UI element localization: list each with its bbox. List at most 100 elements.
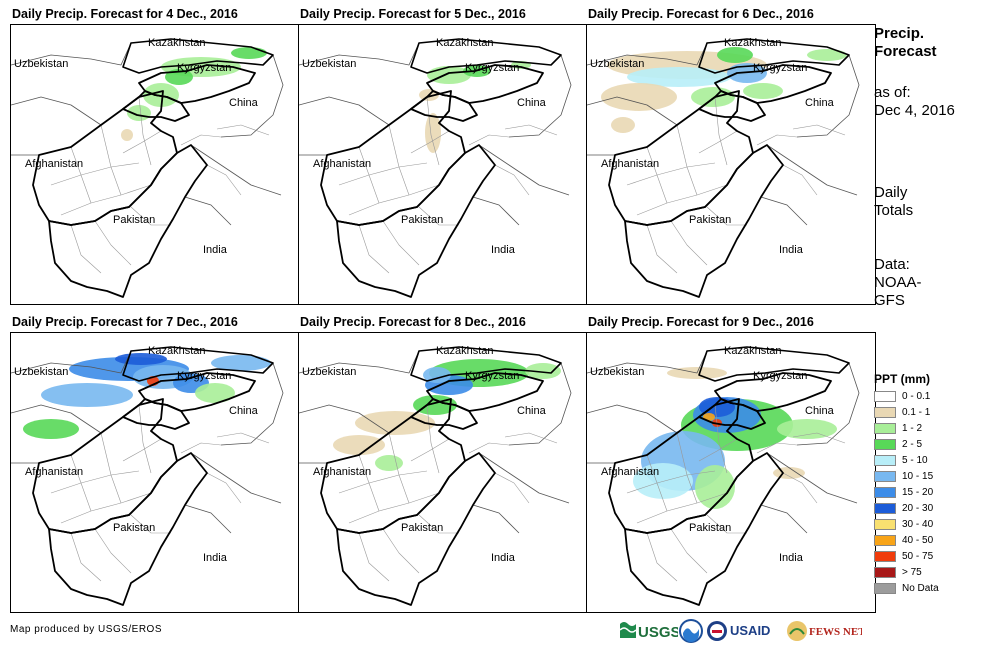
- admin-boundary: [670, 528, 708, 574]
- country-outline-tajikistan: [122, 398, 190, 430]
- admin-boundary: [626, 162, 716, 186]
- legend-label: 20 - 30: [902, 503, 934, 514]
- precip-area: [525, 363, 561, 379]
- map-label-kyrgyzstan: Kyrgyzstan: [177, 370, 232, 382]
- map-label-china: China: [517, 97, 546, 109]
- country-border: [190, 144, 282, 196]
- country-outline-kazakhstan: [698, 346, 850, 382]
- admin-boundary: [138, 404, 152, 474]
- country-outline-pakistan: [336, 452, 496, 606]
- legend-label: 15 - 20: [902, 487, 934, 498]
- admin-boundary: [358, 454, 380, 512]
- legend-item: 30 - 40: [874, 518, 974, 532]
- admin-boundary: [50, 470, 140, 494]
- country-border: [11, 350, 132, 374]
- country-outline-tajikistan: [122, 90, 190, 122]
- country-border: [184, 504, 232, 534]
- forecast-panel-dec9: Daily Precip. Forecast for 9 Dec., 2016 …: [586, 315, 876, 613]
- legend-item: 15 - 20: [874, 486, 974, 500]
- admin-boundary: [676, 124, 698, 196]
- legend-label: 10 - 15: [902, 471, 934, 482]
- admin-boundary: [504, 124, 558, 136]
- precip-map: Kazakhstan Uzbekistan Kyrgyzstan China Afgha…: [10, 332, 300, 613]
- admin-boundary: [626, 470, 716, 494]
- admin-boundary: [130, 206, 171, 226]
- admin-boundary: [94, 220, 132, 266]
- map-canvas: [587, 38, 860, 298]
- map-label-kyrgyzstan: Kyrgyzstan: [753, 370, 808, 382]
- legend-item: 10 - 15: [874, 470, 974, 484]
- data-line3: GFS: [874, 292, 905, 309]
- precip-area: [695, 465, 735, 509]
- admin-boundary: [714, 96, 728, 166]
- country-outline-pakistan: [624, 144, 784, 298]
- country-outline-kazakhstan: [410, 346, 562, 382]
- admin-boundary: [646, 146, 668, 204]
- panel-title: Daily Precip. Forecast for 5 Dec., 2016: [300, 7, 526, 21]
- map-label-uzbekistan: Uzbekistan: [14, 58, 69, 70]
- admin-boundary: [782, 164, 818, 196]
- country-border: [766, 144, 858, 196]
- precip-area: [703, 413, 715, 421]
- admin-boundary: [410, 130, 450, 154]
- map-label-afghanistan: Afghanistan: [601, 158, 660, 170]
- map-canvas: [11, 346, 284, 606]
- admin-boundary: [70, 532, 102, 582]
- data-line1: Data:: [874, 256, 910, 273]
- admin-boundary: [468, 442, 510, 454]
- map-canvas: [587, 346, 860, 606]
- precip-area: [807, 49, 847, 61]
- map-label-kazakhstan: Kazakhstan: [436, 37, 494, 49]
- legend-swatch: [874, 455, 896, 466]
- precip-area: [143, 83, 179, 107]
- admin-boundary: [138, 96, 152, 166]
- admin-boundary: [338, 162, 428, 186]
- sidebar-heading: Precip. Forecast: [874, 25, 937, 61]
- legend-item: 2 - 5: [874, 438, 974, 452]
- admin-boundary: [646, 532, 678, 582]
- map-label-uzbekistan: Uzbekistan: [302, 58, 357, 70]
- legend-label: 2 - 5: [902, 439, 923, 450]
- admin-boundary: [100, 432, 122, 504]
- legend-swatch: [874, 423, 896, 434]
- precip-area: [743, 83, 783, 99]
- usgs-logo-text: USGS: [638, 624, 678, 641]
- admin-boundary: [698, 438, 738, 462]
- precip-area: [425, 113, 441, 153]
- legend-swatch: [874, 551, 896, 562]
- legend-swatch: [874, 391, 896, 402]
- admin-boundary: [348, 492, 440, 524]
- daily-line1: Daily: [874, 184, 908, 201]
- admin-boundary: [216, 124, 270, 136]
- country-outline-pakistan: [48, 144, 208, 298]
- panel-title: Daily Precip. Forecast for 9 Dec., 2016: [588, 315, 814, 329]
- country-border: [796, 362, 860, 446]
- country-border: [587, 350, 708, 374]
- map-label-india: India: [491, 244, 515, 256]
- admin-boundary: [646, 224, 678, 274]
- panel-title: Daily Precip. Forecast for 6 Dec., 2016: [588, 7, 814, 21]
- map-label-china: China: [517, 405, 546, 417]
- panel-title: Daily Precip. Forecast for 4 Dec., 2016: [12, 7, 238, 21]
- admin-boundary: [782, 472, 818, 504]
- precip-area: [195, 383, 235, 403]
- map-label-pakistan: Pakistan: [689, 522, 732, 534]
- panel-title: Daily Precip. Forecast for 8 Dec., 2016: [300, 315, 526, 329]
- legend-label: 1 - 2: [902, 423, 923, 434]
- map-canvas: [299, 346, 572, 606]
- legend-swatch: [874, 583, 896, 594]
- country-outline-tajikistan: [410, 90, 478, 122]
- country-border: [472, 504, 520, 534]
- map-label-india: India: [203, 552, 227, 564]
- map-label-pakistan: Pakistan: [113, 214, 156, 226]
- forecast-panel-dec8: Daily Precip. Forecast for 8 Dec., 2016 …: [298, 315, 588, 613]
- map-label-china: China: [229, 97, 258, 109]
- country-border: [299, 404, 390, 434]
- admin-boundary: [70, 146, 92, 204]
- admin-boundary: [792, 124, 846, 136]
- map-label-pakistan: Pakistan: [113, 522, 156, 534]
- admin-boundary: [130, 514, 171, 534]
- country-border: [587, 404, 678, 434]
- legend-item: 20 - 30: [874, 502, 974, 516]
- map-label-uzbekistan: Uzbekistan: [302, 366, 357, 378]
